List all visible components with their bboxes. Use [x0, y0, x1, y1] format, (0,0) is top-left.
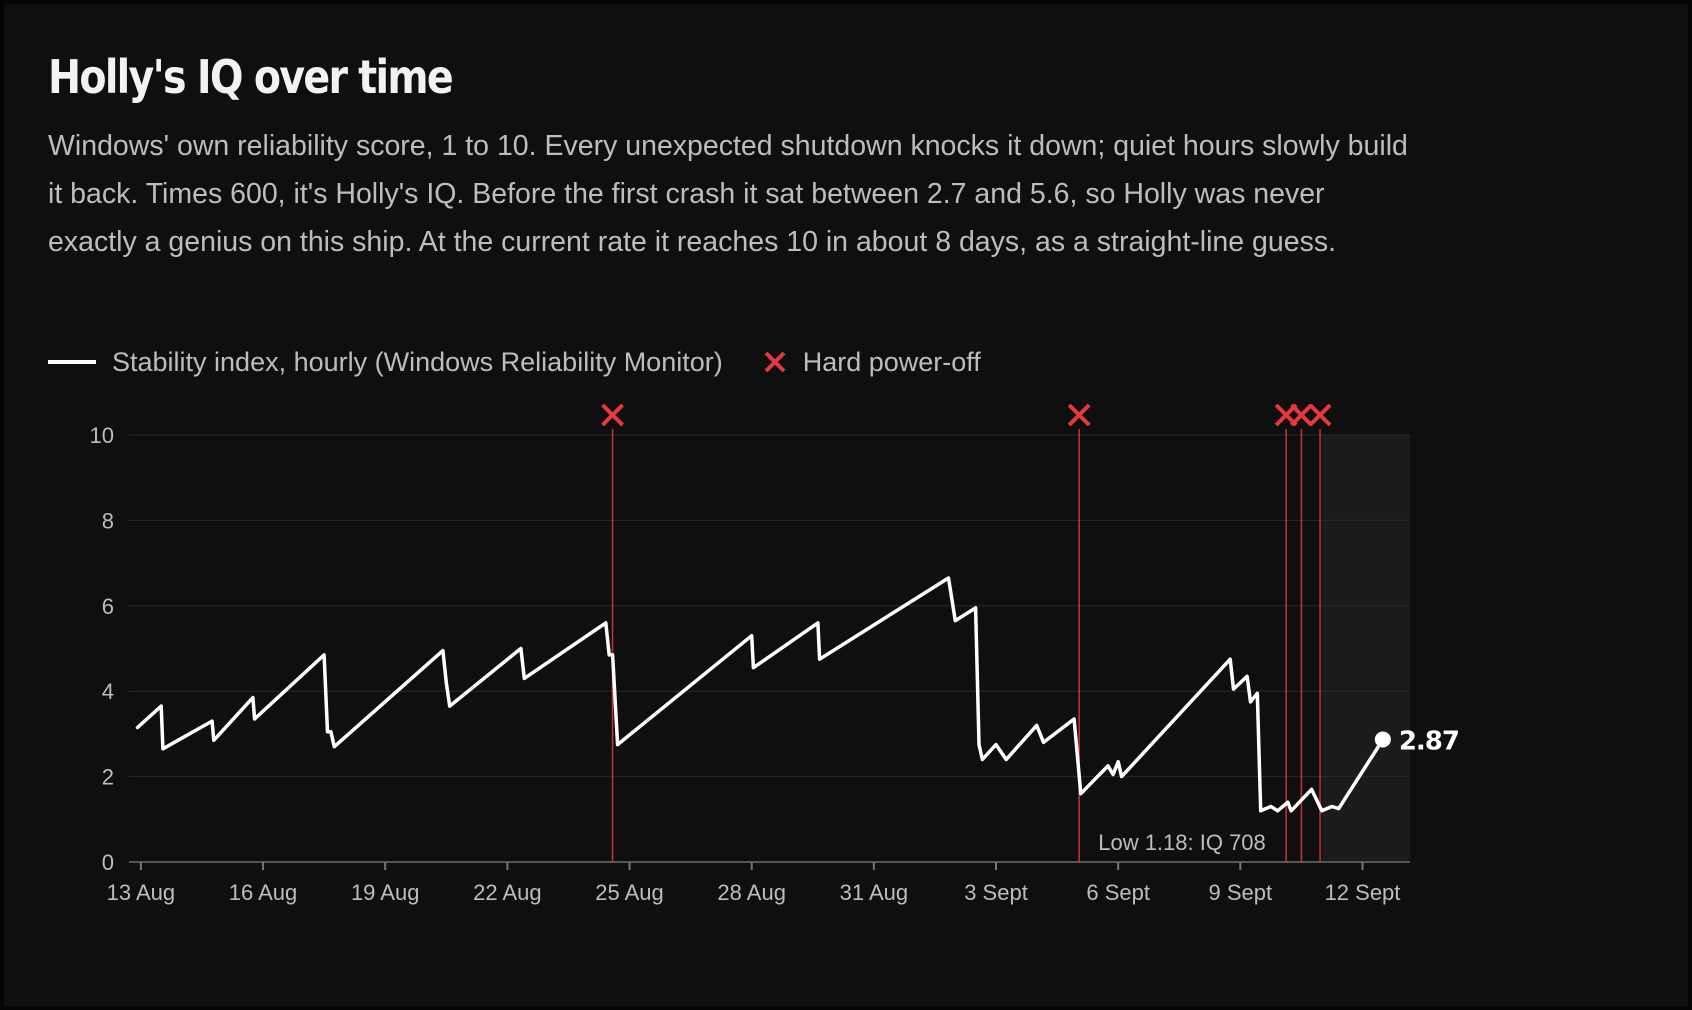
legend-marker-label: Hard power-off	[802, 346, 981, 377]
power-off-marker	[601, 404, 624, 427]
x-tick-label: 31 Aug	[840, 880, 909, 905]
legend-line-swatch	[48, 360, 96, 364]
end-value-label: 2.87	[1399, 726, 1459, 756]
y-tick-label: 8	[102, 508, 114, 533]
recent-shade	[1321, 435, 1410, 862]
chart-card: Holly's IQ over time Windows' own reliab…	[4, 4, 1688, 1006]
x-mark-icon	[1289, 404, 1313, 427]
x-tick-label: 16 Aug	[229, 880, 298, 905]
x-tick-label: 3 Sept	[964, 880, 1028, 905]
x-tick-label: 12 Sept	[1325, 880, 1401, 905]
x-tick-label: 13 Aug	[107, 880, 176, 905]
x-tick-label: 9 Sept	[1209, 880, 1273, 905]
x-mark-icon	[764, 351, 786, 373]
low-annotation: Low 1.18: IQ 708	[1098, 830, 1266, 855]
y-tick-label: 2	[102, 765, 114, 790]
x-tick-label: 22 Aug	[473, 880, 542, 905]
x-mark-icon	[1067, 404, 1091, 427]
chart-subtitle: Windows' own reliability score, 1 to 10.…	[48, 130, 1408, 258]
stability-line	[135, 576, 1385, 813]
x-mark-icon	[1308, 404, 1332, 427]
x-tick-label: 28 Aug	[717, 880, 786, 905]
legend-line-label: Stability index, hourly (Windows Reliabi…	[112, 346, 723, 377]
end-point	[1374, 731, 1391, 748]
y-tick-label: 6	[102, 594, 114, 619]
x-mark-icon	[601, 404, 624, 427]
legend: Stability index, hourly (Windows Reliabi…	[48, 342, 981, 382]
chart-title: Holly's IQ over time	[48, 50, 454, 104]
y-tick-label: 10	[90, 423, 114, 448]
x-tick-label: 25 Aug	[595, 880, 664, 905]
power-off-marker	[1289, 404, 1313, 427]
y-tick-label: 4	[102, 679, 114, 704]
power-off-marker	[1308, 404, 1332, 427]
x-tick-label: 19 Aug	[351, 880, 420, 905]
power-off-marker	[1067, 404, 1091, 427]
stability-chart: 0 2 4 6 8 10 13 Aug 16 Aug 19 Aug 22 Aug 25 Aug 28 …	[90, 404, 1460, 905]
x-tick-label: 6 Sept	[1086, 880, 1150, 905]
y-tick-label: 0	[102, 850, 114, 875]
